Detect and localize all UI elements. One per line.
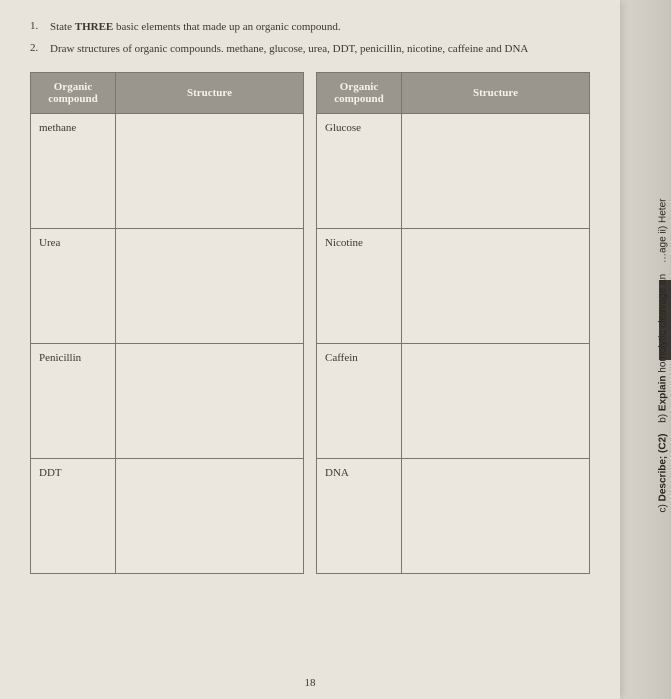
side-c-prefix: c): [658, 501, 669, 512]
compound-name-cell: DDT: [31, 458, 116, 573]
table-left-header-row: Organic compound Structure: [31, 72, 304, 113]
compound-table-left: Organic compound Structure methane Urea …: [30, 72, 304, 574]
question-2-text: Draw structures of organic compounds. me…: [50, 42, 590, 56]
compound-name-cell: Penicillin: [31, 343, 116, 458]
compound-name-cell: Urea: [31, 228, 116, 343]
structure-cell: [116, 458, 304, 573]
structure-cell: [402, 458, 590, 573]
side-line-2: c) Describe; (C2): [658, 430, 669, 512]
side-line-1: b) Explain homolytic cleavage an: [658, 271, 669, 423]
side-text: c) Describe; (C2) b) Explain homolytic c…: [658, 198, 669, 512]
compound-name-cell: DNA: [317, 458, 402, 573]
table-right-header-row: Organic compound Structure: [317, 72, 590, 113]
q1-text-before: State: [50, 21, 75, 33]
table-row: Nicotine: [317, 228, 590, 343]
question-2-number: 2.: [30, 42, 50, 56]
tables-container: Organic compound Structure methane Urea …: [30, 72, 590, 574]
question-1-text: State THREE basic elements that made up …: [50, 20, 590, 34]
question-1: 1. State THREE basic elements that made …: [30, 20, 590, 34]
question-2: 2. Draw structures of organic compounds.…: [30, 42, 590, 56]
questions-block: 1. State THREE basic elements that made …: [30, 20, 590, 57]
compound-name-cell: Caffein: [317, 343, 402, 458]
structure-cell: [402, 113, 590, 228]
q1-bold: THREE: [75, 21, 114, 33]
structure-cell: [402, 228, 590, 343]
compound-name-cell: Glucose: [317, 113, 402, 228]
table-row: methane: [31, 113, 304, 228]
side-extra: …age ii) Heter: [658, 198, 669, 262]
table-row: Urea: [31, 228, 304, 343]
q1-text-after: basic elements that made up an organic c…: [113, 21, 340, 33]
side-c-bold: Describe; (C2): [658, 433, 669, 501]
question-1-number: 1.: [30, 20, 50, 34]
compound-name-cell: methane: [31, 113, 116, 228]
structure-cell: [116, 228, 304, 343]
compound-name-cell: Nicotine: [317, 228, 402, 343]
side-b-prefix: b): [658, 411, 669, 423]
structure-cell: [116, 343, 304, 458]
table-right-header-name: Organic compound: [317, 72, 402, 113]
table-row: Caffein: [317, 343, 590, 458]
document-page: 1. State THREE basic elements that made …: [0, 0, 620, 699]
table-row: DNA: [317, 458, 590, 573]
page-number: 18: [305, 677, 316, 689]
table-left-header-structure: Structure: [116, 72, 304, 113]
table-row: DDT: [31, 458, 304, 573]
table-row: Penicillin: [31, 343, 304, 458]
table-right-header-structure: Structure: [402, 72, 590, 113]
structure-cell: [116, 113, 304, 228]
compound-table-right: Organic compound Structure Glucose Nicot…: [316, 72, 590, 574]
table-left-header-name: Organic compound: [31, 72, 116, 113]
structure-cell: [402, 343, 590, 458]
table-row: Glucose: [317, 113, 590, 228]
side-b-rest: homolytic cleavage an: [658, 273, 669, 375]
side-b-bold: Explain: [658, 375, 669, 411]
